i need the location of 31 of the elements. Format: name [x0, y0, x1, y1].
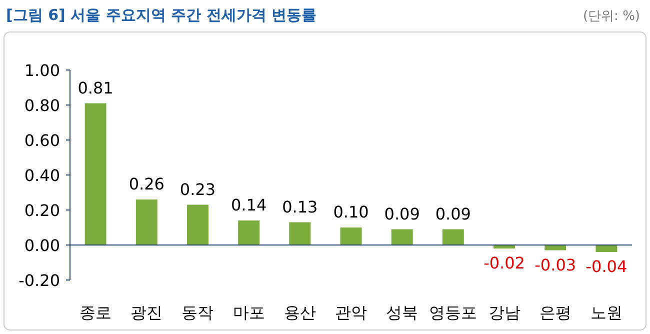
x-tick-label: 은평 — [539, 303, 572, 322]
x-tick-label: 노원 — [590, 303, 622, 322]
x-tick-label: 광진 — [130, 303, 163, 322]
y-tick-label: 0.40 — [24, 166, 60, 185]
data-label: -0.04 — [586, 257, 628, 276]
data-label: 0.26 — [128, 174, 164, 194]
y-tick-label: 0.80 — [24, 96, 60, 115]
y-tick-label: 0.60 — [24, 131, 60, 150]
y-tick-label: 1.00 — [24, 61, 60, 80]
data-label: 0.81 — [78, 78, 114, 98]
y-tick-label: 0.20 — [24, 201, 60, 220]
data-label: -0.02 — [484, 254, 525, 272]
x-tick-label: 성북 — [386, 303, 418, 322]
data-label: 0.13 — [282, 197, 318, 216]
x-tick-label: 종로 — [80, 303, 112, 322]
y-tick-label: 0.00 — [24, 236, 60, 255]
data-label: 0.23 — [180, 180, 216, 199]
data-label: 0.14 — [231, 196, 267, 214]
x-tick-label: 영등포 — [429, 303, 478, 322]
data-label: 0.09 — [384, 204, 420, 224]
x-tick-label: 관악 — [335, 303, 367, 322]
text: (단위: %) — [582, 9, 640, 24]
data-label: 0.09 — [435, 204, 471, 224]
x-tick-label: 마포 — [232, 303, 265, 322]
chart-title: [그림 6] 서울 주요지역 주간 전세가격 변동률 — [6, 6, 316, 24]
x-tick-label: 동작 — [182, 303, 214, 322]
y-tick-label: -0.20 — [18, 271, 60, 290]
x-tick-label: 용산 — [284, 303, 316, 322]
x-tick-label: 강남 — [488, 303, 520, 322]
data-label: -0.03 — [534, 255, 576, 274]
data-label: 0.10 — [333, 202, 369, 222]
